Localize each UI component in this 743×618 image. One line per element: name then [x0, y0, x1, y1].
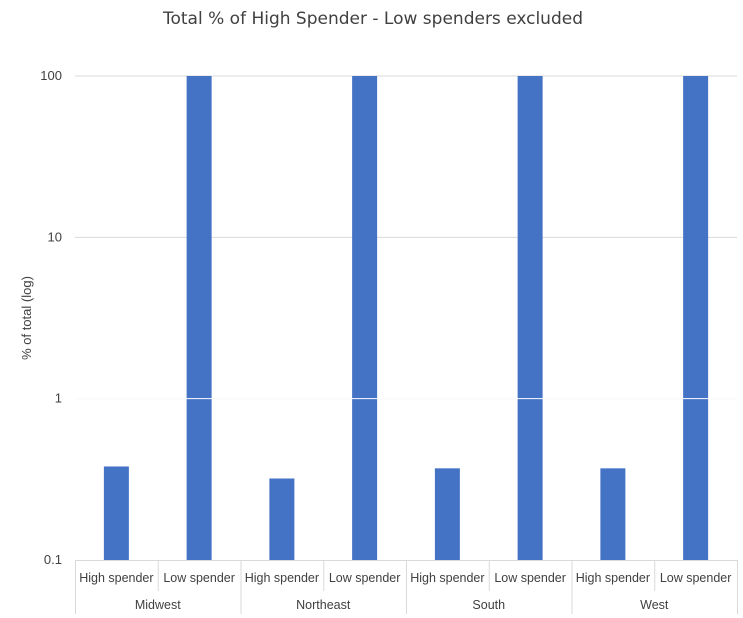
y-tick-label: 0.1	[44, 552, 62, 567]
bars	[75, 76, 737, 560]
bar	[683, 76, 709, 560]
bar	[186, 76, 212, 560]
x-category-label: High spender	[79, 571, 153, 585]
y-axis-ticks: 0.1 1 10 100	[40, 68, 62, 567]
x-category-label: High spender	[410, 571, 484, 585]
bar	[352, 76, 378, 560]
x-category-label: Low spender	[329, 571, 401, 585]
y-tick-label: 100	[40, 68, 62, 83]
x-category-label: Low spender	[660, 571, 732, 585]
x-category-label: Low spender	[163, 571, 235, 585]
bar	[517, 76, 543, 560]
x-category-label: High spender	[245, 571, 319, 585]
x-category-label: Low spender	[494, 571, 566, 585]
x-group-label: West	[640, 598, 669, 612]
x-group-label: Midwest	[135, 598, 181, 612]
chart-title: Total % of High Spender - Low spenders e…	[162, 9, 583, 29]
y-tick-label: 1	[55, 391, 62, 406]
bar	[269, 478, 295, 560]
x-group-label: South	[472, 598, 505, 612]
y-axis-label: % of total (log)	[19, 276, 34, 360]
bar	[600, 468, 626, 560]
x-axis: High spender Low spender High spender Low s…	[75, 560, 738, 614]
bar	[434, 468, 460, 560]
gridlines	[75, 75, 737, 400]
y-tick-label: 10	[48, 229, 62, 244]
bar	[103, 466, 129, 560]
x-category-label: High spender	[576, 571, 650, 585]
x-group-label: Northeast	[296, 598, 351, 612]
